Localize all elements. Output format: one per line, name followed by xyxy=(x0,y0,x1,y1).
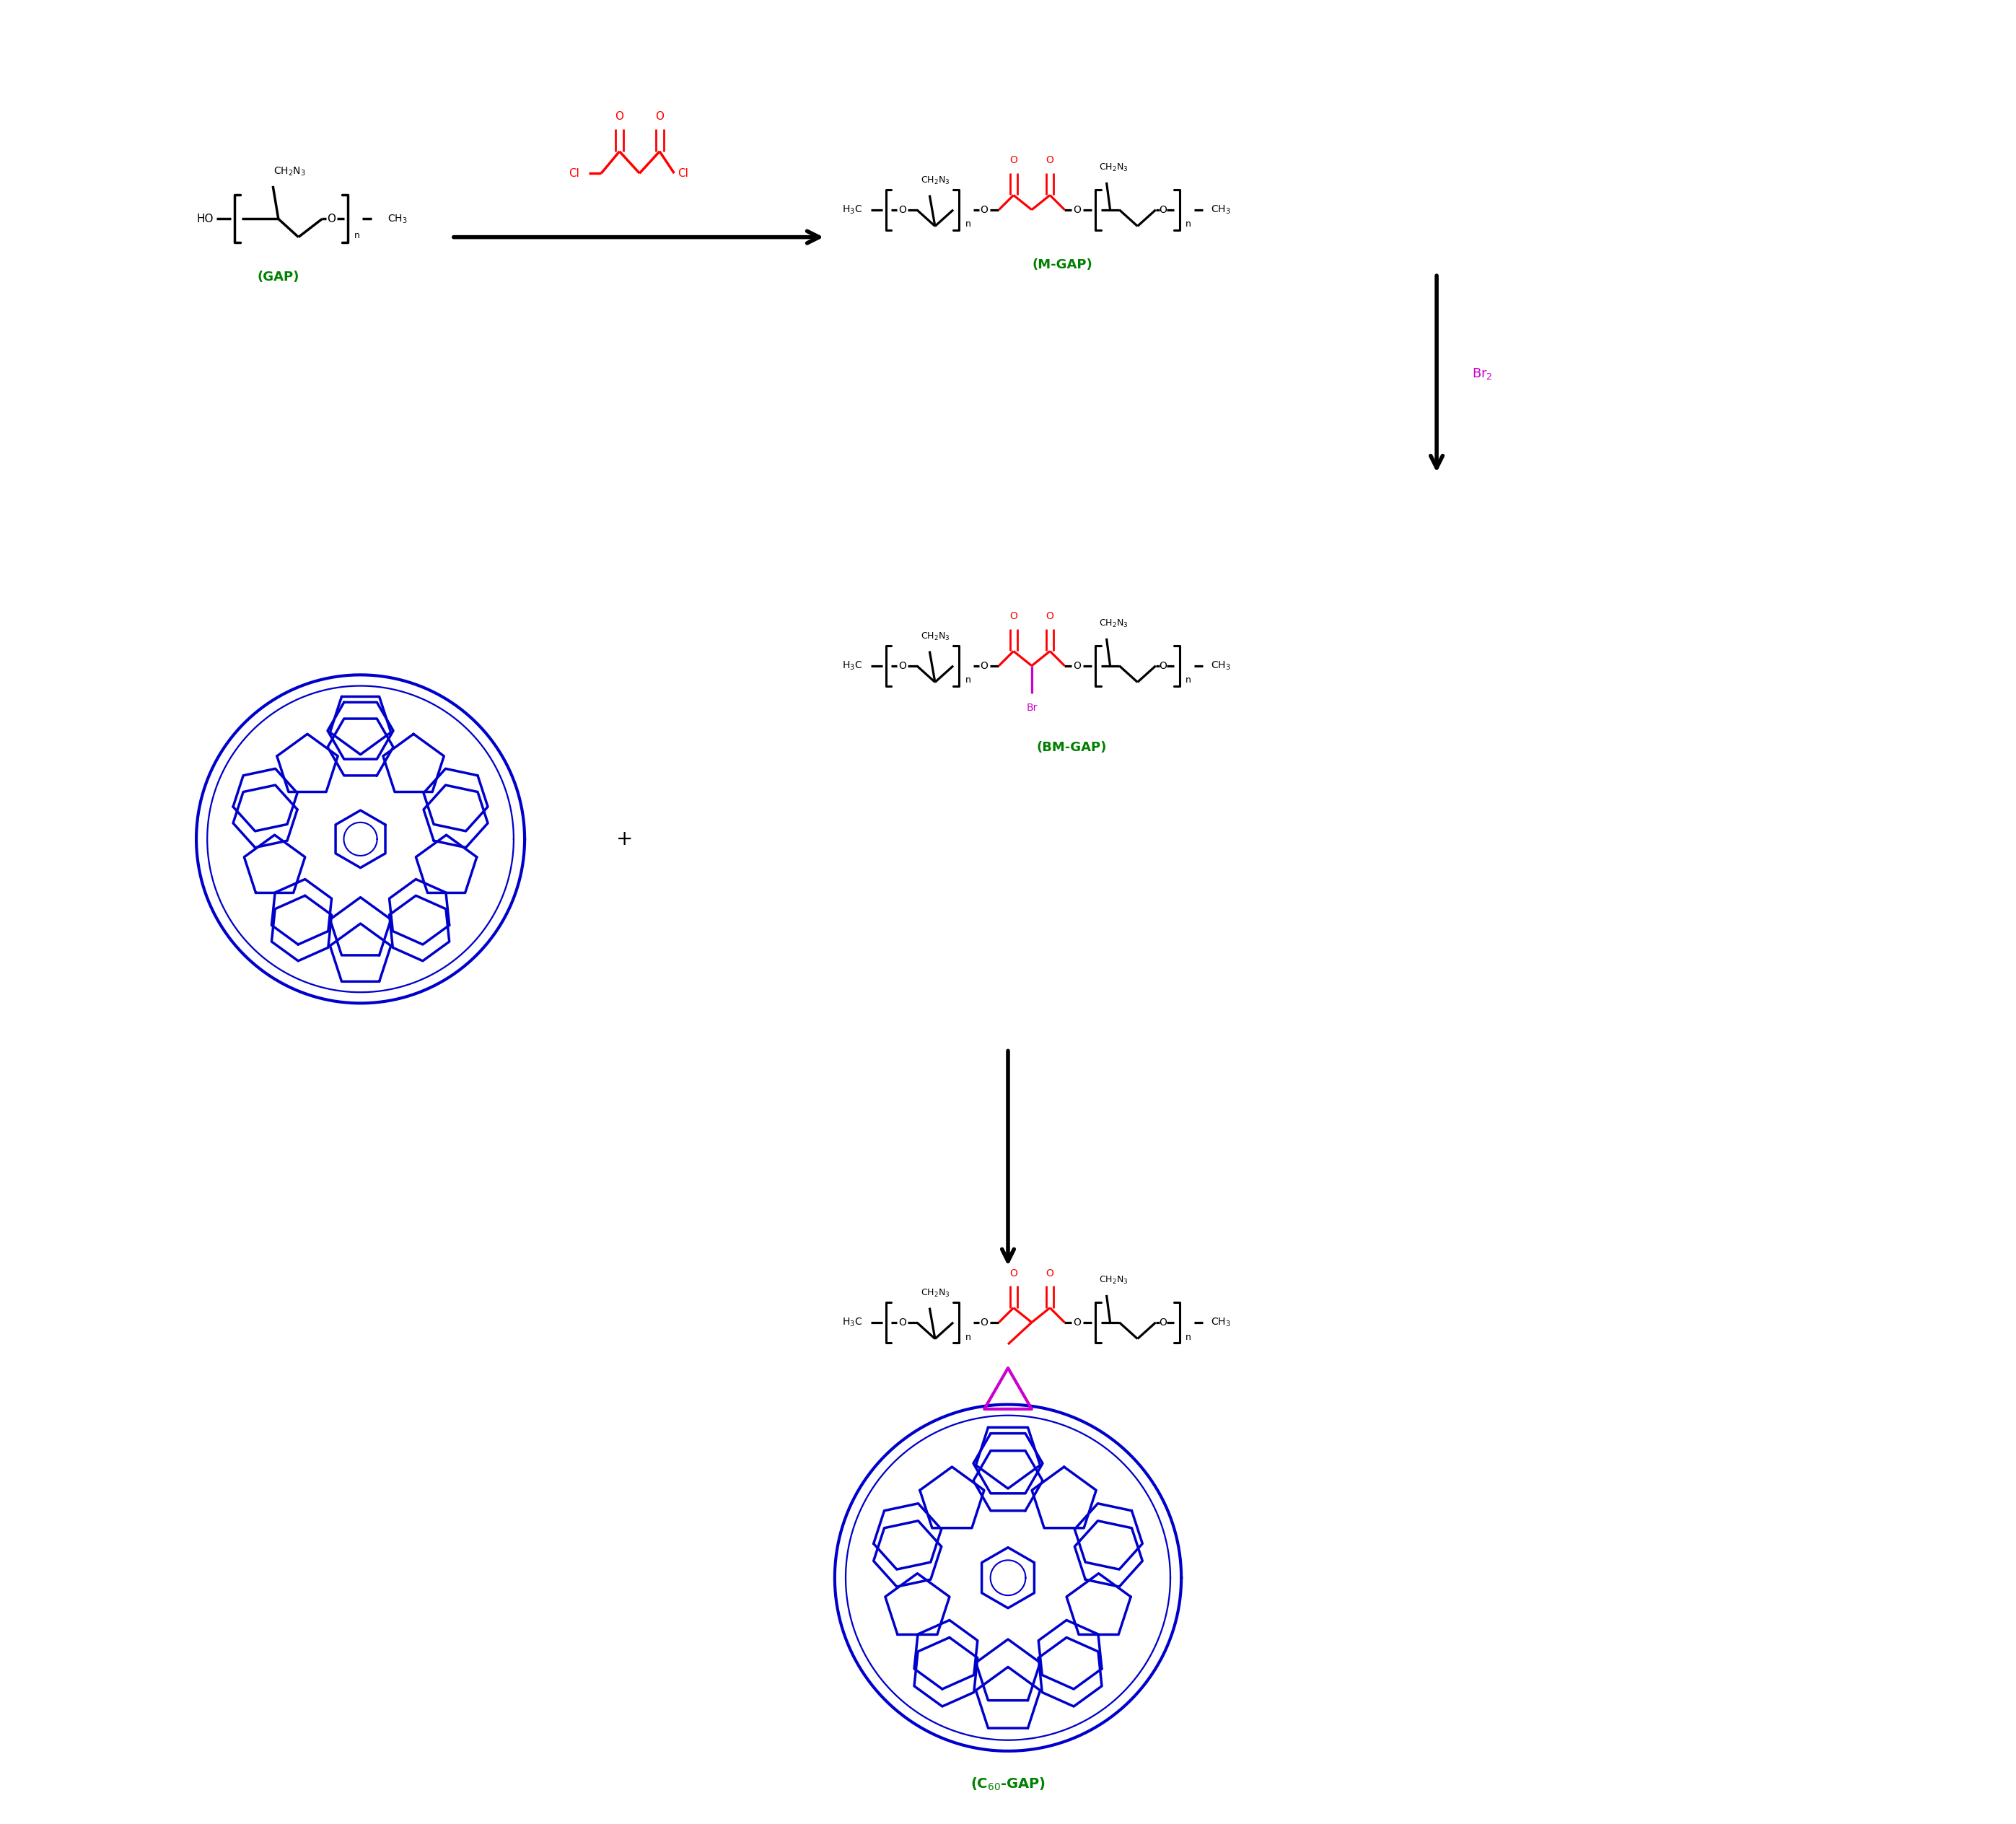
Text: O: O xyxy=(1073,660,1081,671)
Text: (GAP): (GAP) xyxy=(258,270,300,285)
Text: O: O xyxy=(1159,204,1167,215)
Text: O: O xyxy=(1046,1268,1054,1279)
Text: O: O xyxy=(1046,611,1054,622)
Text: O: O xyxy=(1159,1317,1167,1328)
Text: O: O xyxy=(1073,1317,1081,1328)
Text: O: O xyxy=(1010,611,1018,622)
Text: Br$_2$: Br$_2$ xyxy=(1472,367,1492,381)
Text: n: n xyxy=(1185,1332,1191,1342)
Text: CH$_2$N$_3$: CH$_2$N$_3$ xyxy=(274,166,306,177)
Text: H$_3$C: H$_3$C xyxy=(843,204,863,215)
Text: O: O xyxy=(980,1317,988,1328)
Text: Br: Br xyxy=(1026,702,1038,713)
Text: O: O xyxy=(1073,204,1081,215)
Text: O: O xyxy=(655,111,663,122)
Text: O: O xyxy=(899,660,905,671)
Text: n: n xyxy=(966,1332,972,1342)
Text: CH$_2$N$_3$: CH$_2$N$_3$ xyxy=(1099,618,1129,629)
Text: O: O xyxy=(1046,155,1054,166)
Text: CH$_3$: CH$_3$ xyxy=(1210,660,1230,671)
Text: Cl: Cl xyxy=(677,168,689,179)
Text: O: O xyxy=(980,204,988,215)
Text: O: O xyxy=(1010,1268,1018,1279)
Text: n: n xyxy=(1185,675,1191,686)
Text: O: O xyxy=(899,1317,905,1328)
Text: CH$_2$N$_3$: CH$_2$N$_3$ xyxy=(1099,1275,1129,1286)
Text: CH$_3$: CH$_3$ xyxy=(1210,204,1230,215)
Text: CH$_2$N$_3$: CH$_2$N$_3$ xyxy=(921,1288,950,1299)
Text: n: n xyxy=(966,675,972,686)
Text: (BM-GAP): (BM-GAP) xyxy=(1036,741,1107,755)
Text: (M-GAP): (M-GAP) xyxy=(1032,257,1093,272)
Text: H$_3$C: H$_3$C xyxy=(843,1317,863,1328)
Text: (C$_{60}$-GAP): (C$_{60}$-GAP) xyxy=(970,1777,1046,1791)
Text: n: n xyxy=(966,219,972,230)
Text: +: + xyxy=(617,828,633,850)
Text: CH$_2$N$_3$: CH$_2$N$_3$ xyxy=(921,175,950,186)
Text: CH$_3$: CH$_3$ xyxy=(1210,1317,1230,1328)
Text: n: n xyxy=(1185,219,1191,230)
Text: O: O xyxy=(327,213,335,224)
Text: HO: HO xyxy=(198,213,214,224)
Text: O: O xyxy=(1010,155,1018,166)
Text: H$_3$C: H$_3$C xyxy=(843,660,863,671)
Text: Cl: Cl xyxy=(569,168,579,179)
Text: O: O xyxy=(980,660,988,671)
Text: O: O xyxy=(1159,660,1167,671)
Text: CH$_2$N$_3$: CH$_2$N$_3$ xyxy=(1099,162,1129,173)
Text: n: n xyxy=(355,230,359,241)
Text: O: O xyxy=(899,204,905,215)
Text: CH$_2$N$_3$: CH$_2$N$_3$ xyxy=(921,631,950,642)
Text: O: O xyxy=(615,111,623,122)
Text: CH$_3$: CH$_3$ xyxy=(387,213,407,224)
